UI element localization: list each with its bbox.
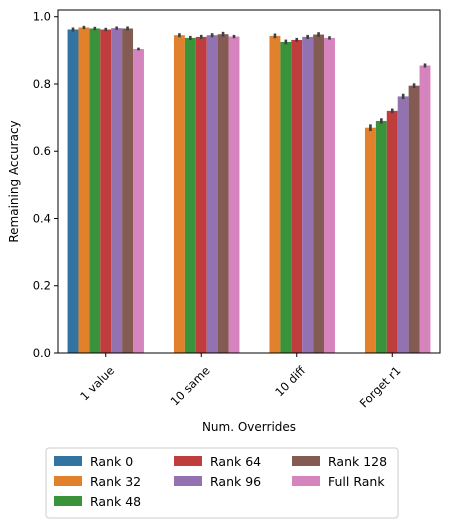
y-tick-label: 0.8 — [33, 77, 51, 91]
bar-rank-48-0 — [89, 28, 101, 354]
bars-layer — [67, 27, 431, 354]
bar-rank-64-0 — [100, 29, 112, 354]
legend-swatch — [54, 496, 82, 506]
bar-rank-96-3 — [397, 96, 409, 353]
legend-swatch — [54, 456, 82, 466]
bar-rank-128-0 — [122, 28, 134, 354]
legend: Rank 0 Rank 32 Rank 48 Rank 64 Rank 96 Rank 1… — [45, 447, 399, 519]
bar-rank-48-3 — [375, 120, 387, 354]
error-bars-layer — [71, 25, 427, 132]
bar-rank-0-0 — [67, 29, 79, 354]
legend-label: Rank 128 — [328, 454, 387, 469]
legend-swatch — [54, 476, 82, 486]
bar-rank-32-0 — [78, 27, 90, 354]
bar-rank-32-3 — [364, 127, 376, 353]
legend-swatch — [174, 476, 202, 486]
legend-label: Rank 32 — [90, 474, 141, 489]
bar-rank-32-1 — [173, 35, 185, 354]
y-tick-label: 0.6 — [33, 144, 51, 158]
y-axis: 0.0 0.2 0.4 0.6 0.8 1.0 — [33, 10, 58, 360]
legend-label: Rank 0 — [90, 454, 133, 469]
legend-swatch — [174, 456, 202, 466]
x-tick-label: 1 value — [77, 363, 117, 403]
bar-rank-64-3 — [386, 110, 398, 353]
bar-rank-64-1 — [195, 36, 207, 353]
bar-rank-96-2 — [302, 36, 314, 353]
x-tick-label: 10 diff — [272, 363, 309, 400]
y-tick-label: 0.2 — [33, 279, 51, 293]
legend-label: Full Rank — [328, 474, 385, 489]
y-axis-label: Remaining Accuracy — [7, 120, 21, 242]
bar-rank-96-0 — [111, 28, 123, 354]
legend-swatch — [292, 476, 320, 486]
y-tick-label: 1.0 — [33, 10, 51, 24]
plot-area-frame — [57, 9, 441, 354]
bar-rank-128-1 — [217, 34, 229, 354]
bar-rank-128-3 — [408, 85, 420, 353]
y-tick-label: 0.0 — [33, 346, 51, 360]
x-tick-label: 10 same — [168, 363, 213, 408]
bar-rank-48-1 — [184, 37, 196, 353]
bar-rank-128-2 — [313, 34, 325, 354]
legend-label: Rank 64 — [210, 454, 261, 469]
legend-label: Rank 96 — [210, 474, 261, 489]
bar-rank-32-2 — [269, 35, 281, 354]
bar-full-rank-1 — [228, 36, 240, 354]
legend-label: Rank 48 — [90, 494, 141, 509]
bar-rank-96-1 — [206, 35, 218, 354]
bar-full-rank-0 — [133, 49, 144, 353]
y-tick-label: 0.4 — [33, 211, 51, 225]
bar-full-rank-3 — [419, 65, 431, 353]
x-axis: 1 value 10 same 10 diff Forget r1 — [77, 353, 404, 410]
x-tick-label: Forget r1 — [357, 363, 404, 410]
bar-rank-64-2 — [291, 39, 303, 353]
bar-rank-48-2 — [280, 41, 292, 354]
legend-swatch — [292, 456, 320, 466]
x-axis-label: Num. Overrides — [202, 420, 296, 434]
bar-full-rank-2 — [324, 37, 335, 353]
